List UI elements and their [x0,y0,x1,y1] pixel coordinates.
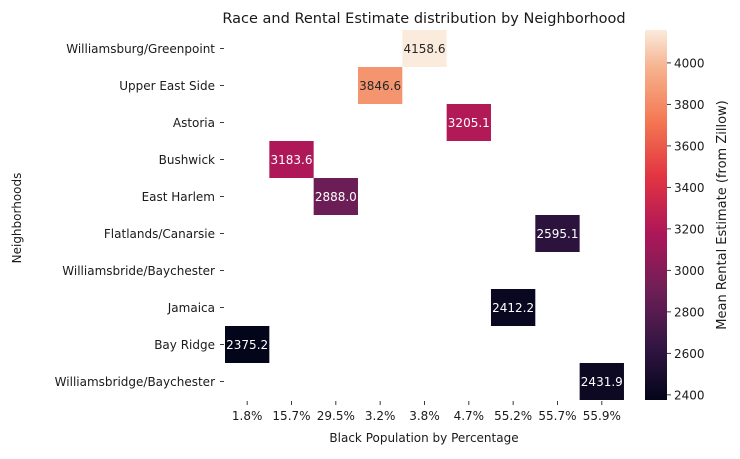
x-tick-label: 55.2% [494,409,532,423]
cell-value-label: 3183.6 [271,153,313,167]
heatmap-cell [579,363,624,400]
colorbar-tick-label: 3000 [674,264,705,278]
colorbar-tick-label: 2800 [674,305,705,319]
x-axis-ticks: 1.8% 15.7% 29.5% 3.2% 3.8% 4.7% 55.2% 55.7% 55.9… [232,401,621,423]
y-tick-label: Jamaica [167,301,215,315]
x-tick-label: 3.8% [409,409,440,423]
heatmap-cell [402,30,447,67]
cell-value-label: 2431.9 [581,375,623,389]
heatmap-cell [269,141,314,178]
y-tick-label: Williamsburg/Greenpoint [66,42,215,56]
heatmap-cell [446,104,491,141]
x-tick-label: 3.2% [365,409,396,423]
x-tick-label: 15.7% [272,409,310,423]
cell-value-label: 2412.2 [492,301,534,315]
y-tick-label: Bay Ridge [154,338,215,352]
cell-value-label: 3205.1 [448,116,490,130]
y-axis-ticks: Williamsburg/Greenpoint Upper East Side As… [55,42,224,389]
colorbar-tick-label: 2600 [674,347,705,361]
colorbar-tick-label: 3400 [674,181,705,195]
heatmap-cell [225,326,270,363]
x-tick-label: 55.9% [583,409,621,423]
y-axis-label: Neighborhoods [10,173,24,264]
heatmap-cells: 4158.6 3846.6 3205.1 3183.6 2888.0 2595.1 2412… [225,30,624,400]
x-tick-label: 55.7% [538,409,576,423]
y-tick-label: Astoria [173,116,215,130]
y-tick-label: Flatlands/Canarsie [104,227,215,241]
y-tick-label: Williamsbride/Baychester [62,264,215,278]
y-tick-label: Bushwick [159,153,215,167]
cell-value-label: 2888.0 [315,190,357,204]
x-axis-label: Black Population by Percentage [329,431,518,445]
colorbar-tick-label: 3200 [674,222,705,236]
chart-title: Race and Rental Estimate distribution by… [222,11,625,27]
colorbar-tick-label: 2400 [674,388,705,402]
y-tick-label: Williamsbridge/Baychester [55,375,215,389]
x-tick-label: 29.5% [317,409,355,423]
y-tick-label: East Harlem [142,190,215,204]
x-tick-label: 4.7% [454,409,485,423]
cell-value-label: 4158.6 [403,42,445,56]
cell-value-label: 3846.6 [359,79,401,93]
heatmap-cell [490,289,536,326]
colorbar-label: Mean Rental Estimate (from Zillow) [715,100,730,329]
y-tick-label: Upper East Side [119,79,215,93]
heatmap-cell [535,215,580,252]
colorbar [645,30,667,400]
heatmap-cell [313,178,358,215]
colorbar-tick-label: 4000 [674,56,705,70]
cell-value-label: 2595.1 [536,227,578,241]
x-tick-label: 1.8% [232,409,263,423]
colorbar-ticks: 2400 2600 2800 3000 3200 3400 3600 3800 4000 [667,56,705,402]
cell-value-label: 2375.2 [226,338,268,352]
colorbar-tick-label: 3800 [674,98,705,112]
colorbar-tick-label: 3600 [674,139,705,153]
heatmap-cell [357,67,403,104]
